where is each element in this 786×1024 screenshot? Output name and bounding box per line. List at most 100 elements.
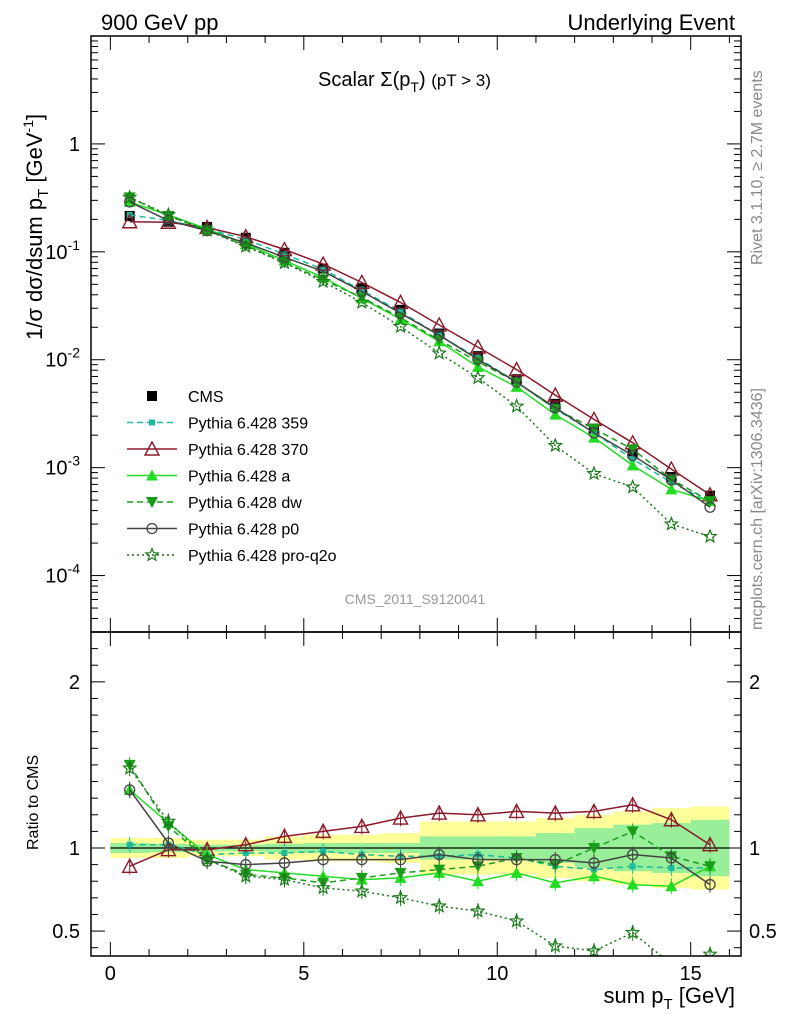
data-point	[587, 843, 600, 854]
data-point	[470, 369, 486, 385]
data-point	[469, 806, 487, 822]
data-point	[629, 456, 636, 463]
legend-entry: Pythia 6.428 a	[127, 469, 290, 486]
data-point	[547, 804, 564, 820]
y-tick-label-top: 10-1	[45, 237, 80, 264]
series-line	[129, 220, 711, 496]
data-point	[162, 210, 175, 222]
ratio-line	[129, 767, 711, 956]
data-point	[397, 308, 404, 315]
data-point	[121, 189, 138, 204]
legend-label: Pythia 6.428 359	[188, 416, 308, 433]
data-point	[199, 851, 215, 867]
legend-label: Pythia 6.428 dw	[188, 495, 302, 512]
data-point	[121, 857, 138, 873]
data-point	[317, 274, 330, 286]
data-point	[510, 376, 523, 388]
data-point	[146, 522, 158, 535]
data-point	[550, 398, 561, 409]
data-point	[314, 255, 332, 271]
data-point	[144, 546, 160, 562]
data-point	[665, 483, 678, 495]
data-point	[126, 841, 133, 848]
data-point	[624, 796, 641, 812]
data-point	[587, 423, 600, 435]
data-point	[433, 864, 446, 876]
ratio-line	[129, 843, 710, 871]
y-axis-label-ratio: Ratio to CMS	[25, 755, 42, 850]
top-axis-ticks: 10-4 10-3 10-2 10-1 1	[45, 35, 741, 633]
data-point	[199, 222, 215, 238]
data-point	[314, 822, 332, 839]
top-frame	[90, 35, 742, 633]
x-tick-label: 10	[486, 963, 508, 985]
data-point	[471, 875, 484, 887]
data-point	[146, 497, 158, 508]
legend-entry: Pythia 6.428 dw	[127, 495, 302, 512]
data-point	[704, 861, 717, 873]
y-tick-label-top: 10-3	[45, 453, 80, 480]
data-point	[626, 878, 639, 890]
data-point	[704, 501, 716, 513]
top-series-group	[121, 189, 719, 544]
legend-entry: Pythia 6.428 pro-q2o	[127, 546, 337, 565]
legend-label: Pythia 6.428 a	[188, 469, 290, 486]
chart-title: Scalar Σ(pT) (pT > 3)	[318, 69, 491, 95]
data-point	[356, 853, 368, 866]
data-point	[508, 361, 525, 377]
data-point	[320, 848, 327, 855]
data-point	[586, 942, 602, 956]
data-point	[472, 853, 484, 866]
data-point	[162, 837, 175, 849]
data-point	[276, 827, 293, 844]
data-point	[276, 254, 293, 270]
data-point	[549, 401, 561, 414]
data-point	[121, 760, 138, 775]
data-point	[392, 809, 409, 825]
data-point	[281, 849, 288, 856]
data-point	[433, 848, 445, 861]
legend-label: CMS	[188, 389, 224, 406]
data-point	[665, 852, 678, 864]
data-point	[315, 273, 331, 289]
data-point	[354, 883, 370, 898]
data-point	[160, 841, 177, 857]
series-line	[129, 196, 711, 538]
legend-entry: Pythia 6.428 p0	[127, 522, 299, 539]
data-point	[587, 870, 600, 882]
legend-label: Pythia 6.428 p0	[188, 522, 299, 539]
data-point	[663, 811, 680, 827]
data-point	[124, 784, 136, 796]
data-point	[627, 449, 639, 462]
data-point	[278, 857, 291, 869]
data-point	[663, 515, 680, 531]
data-point	[510, 866, 523, 878]
data-point	[549, 876, 562, 888]
data-point	[508, 912, 525, 928]
data-point	[281, 251, 288, 258]
ratio-line	[129, 804, 711, 867]
legend-entry: Pythia 6.428 370	[127, 440, 308, 459]
data-point	[143, 440, 161, 456]
data-point	[121, 213, 138, 229]
legend-label: Pythia 6.428 370	[188, 442, 308, 459]
data-point	[320, 266, 327, 273]
data-point	[702, 528, 718, 544]
data-point	[624, 478, 641, 494]
data-point	[431, 804, 448, 820]
data-point	[665, 474, 678, 486]
data-point	[588, 427, 600, 439]
data-point	[547, 386, 564, 402]
data-point	[431, 898, 447, 913]
series-line	[129, 201, 711, 508]
y-tick-label-ratio: 1	[69, 838, 80, 860]
y-tick-label-ratio-right: 0.5	[749, 921, 777, 943]
data-point	[547, 437, 564, 453]
data-point	[317, 853, 329, 866]
watermark: CMS_2011_S9120041	[345, 591, 486, 607]
data-point	[547, 937, 564, 953]
ratio-line	[129, 789, 711, 887]
y-tick-label-top: 1	[69, 134, 80, 156]
data-point	[242, 849, 249, 856]
